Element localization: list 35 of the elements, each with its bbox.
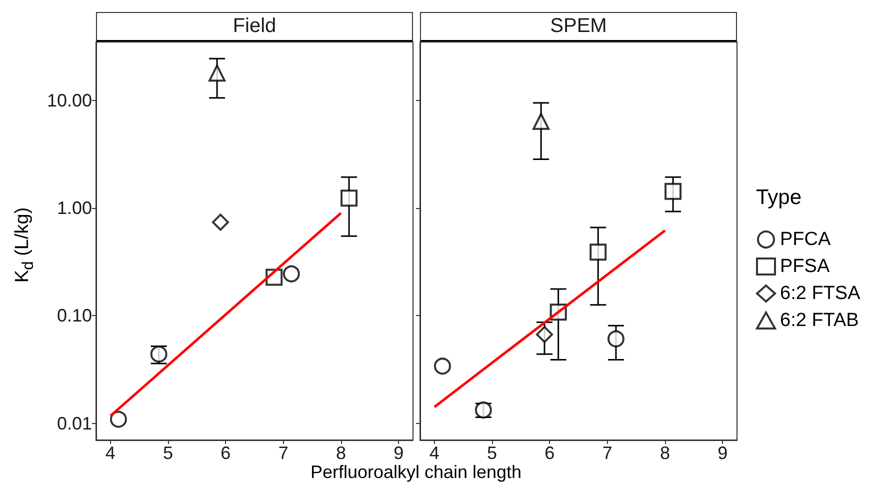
x-tick-label: 8: [336, 443, 346, 463]
y-tick-label: 0.10: [56, 306, 92, 326]
legend-label: 6:2 FTSA: [780, 283, 861, 304]
x-tick-label: 9: [394, 443, 404, 463]
y-tick-label: 0.01: [56, 413, 92, 434]
legend-title: Type: [756, 186, 802, 209]
x-tick-label: 4: [429, 443, 440, 463]
legend-label: PFSA: [780, 256, 830, 277]
point: [536, 326, 553, 343]
x-axis-title: Perfluoroalkyl chain length: [310, 462, 522, 483]
x-tick-label: 9: [718, 443, 728, 463]
point: [110, 410, 127, 428]
x-tick-label: 6: [220, 443, 231, 463]
point: [607, 330, 624, 348]
x-tick-label: 7: [278, 443, 288, 463]
legend-label: 6:2 FTAB: [780, 310, 859, 331]
point: [590, 244, 607, 261]
x-tick-label: 4: [105, 443, 116, 463]
point: [212, 214, 229, 231]
point: [340, 190, 358, 207]
x-tick-label: 7: [602, 443, 612, 463]
x-tick-label: 5: [487, 443, 498, 463]
point: [532, 112, 550, 130]
chart-title: SPEM: [420, 12, 737, 42]
chart-title: Field: [96, 12, 413, 42]
x-tick-label: 6: [544, 443, 555, 463]
y-tick-label: 1.00: [56, 198, 92, 218]
point: [282, 265, 300, 282]
point: [664, 182, 682, 200]
y-tick-label: 10.00: [46, 90, 92, 111]
x-tick-label: 8: [660, 443, 670, 463]
legend-label: PFCA: [780, 229, 831, 250]
point: [208, 64, 226, 82]
point: [434, 358, 451, 375]
x-tick-label: 5: [163, 443, 174, 463]
